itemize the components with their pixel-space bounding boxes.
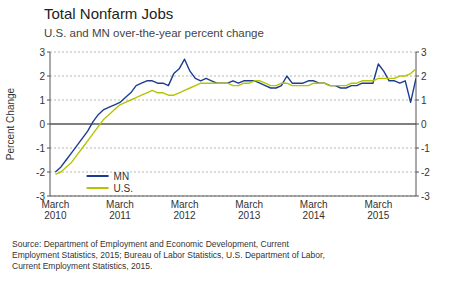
x-axis — [50, 196, 416, 197]
y2-tick — [416, 76, 419, 77]
y-tick-label: 2 — [39, 71, 45, 82]
x-tick-label: March2010 — [41, 199, 69, 221]
chart: Total Nonfarm Jobs U.S. and MN over-the-y… — [0, 0, 453, 284]
grid-line — [50, 148, 416, 149]
y2-tick-label: 3 — [421, 47, 427, 58]
y2-tick — [416, 52, 419, 53]
x-tick-label: March2014 — [300, 199, 328, 221]
y-tick — [47, 196, 50, 197]
source-note: Source: Department of Employment and Eco… — [12, 239, 325, 271]
y2-tick-label: 1 — [421, 95, 427, 106]
y-tick — [47, 76, 50, 77]
series-line — [55, 59, 416, 172]
y-tick-label: 3 — [39, 47, 45, 58]
legend-label: MN — [114, 171, 130, 182]
y2-tick — [416, 124, 419, 125]
y-tick — [47, 52, 50, 53]
x-tick-label: March2013 — [235, 199, 263, 221]
series-line — [55, 69, 416, 175]
y-tick-label: -1 — [36, 143, 45, 154]
title: Total Nonfarm Jobs — [44, 5, 173, 22]
plot-area — [55, 59, 416, 174]
y2-tick — [416, 196, 419, 197]
legend-swatch — [87, 187, 109, 189]
y-tick — [47, 124, 50, 125]
y2-tick-label: 2 — [421, 71, 427, 82]
grid-line — [50, 196, 416, 197]
zero-line — [50, 124, 416, 125]
y-tick — [47, 172, 50, 173]
y-tick — [47, 100, 50, 101]
y-tick-label: 1 — [39, 95, 45, 106]
y2-tick — [416, 148, 419, 149]
grid-line — [50, 172, 416, 173]
y2-tick-label: -2 — [421, 167, 430, 178]
grid-line — [50, 52, 416, 53]
y2-tick — [416, 172, 419, 173]
x-tick-label: March2011 — [106, 199, 134, 221]
y-tick — [47, 148, 50, 149]
y-tick-label: -2 — [36, 167, 45, 178]
grid-line — [50, 100, 416, 101]
grid-line — [50, 76, 416, 77]
x-tick-label: March2015 — [364, 199, 392, 221]
x-tick-label: March2012 — [171, 199, 199, 221]
y2-tick — [416, 100, 419, 101]
y-tick-label: 0 — [39, 119, 45, 130]
legend-swatch — [87, 175, 109, 177]
y2-tick-label: 0 — [421, 119, 427, 130]
y2-tick-label: -3 — [421, 191, 430, 202]
y2-tick-label: -1 — [421, 143, 430, 154]
subtitle: U.S. and MN over-the-year percent change — [44, 27, 264, 39]
legend-label: U.S. — [114, 183, 133, 194]
y-axis-label: Percent Change — [5, 87, 16, 160]
